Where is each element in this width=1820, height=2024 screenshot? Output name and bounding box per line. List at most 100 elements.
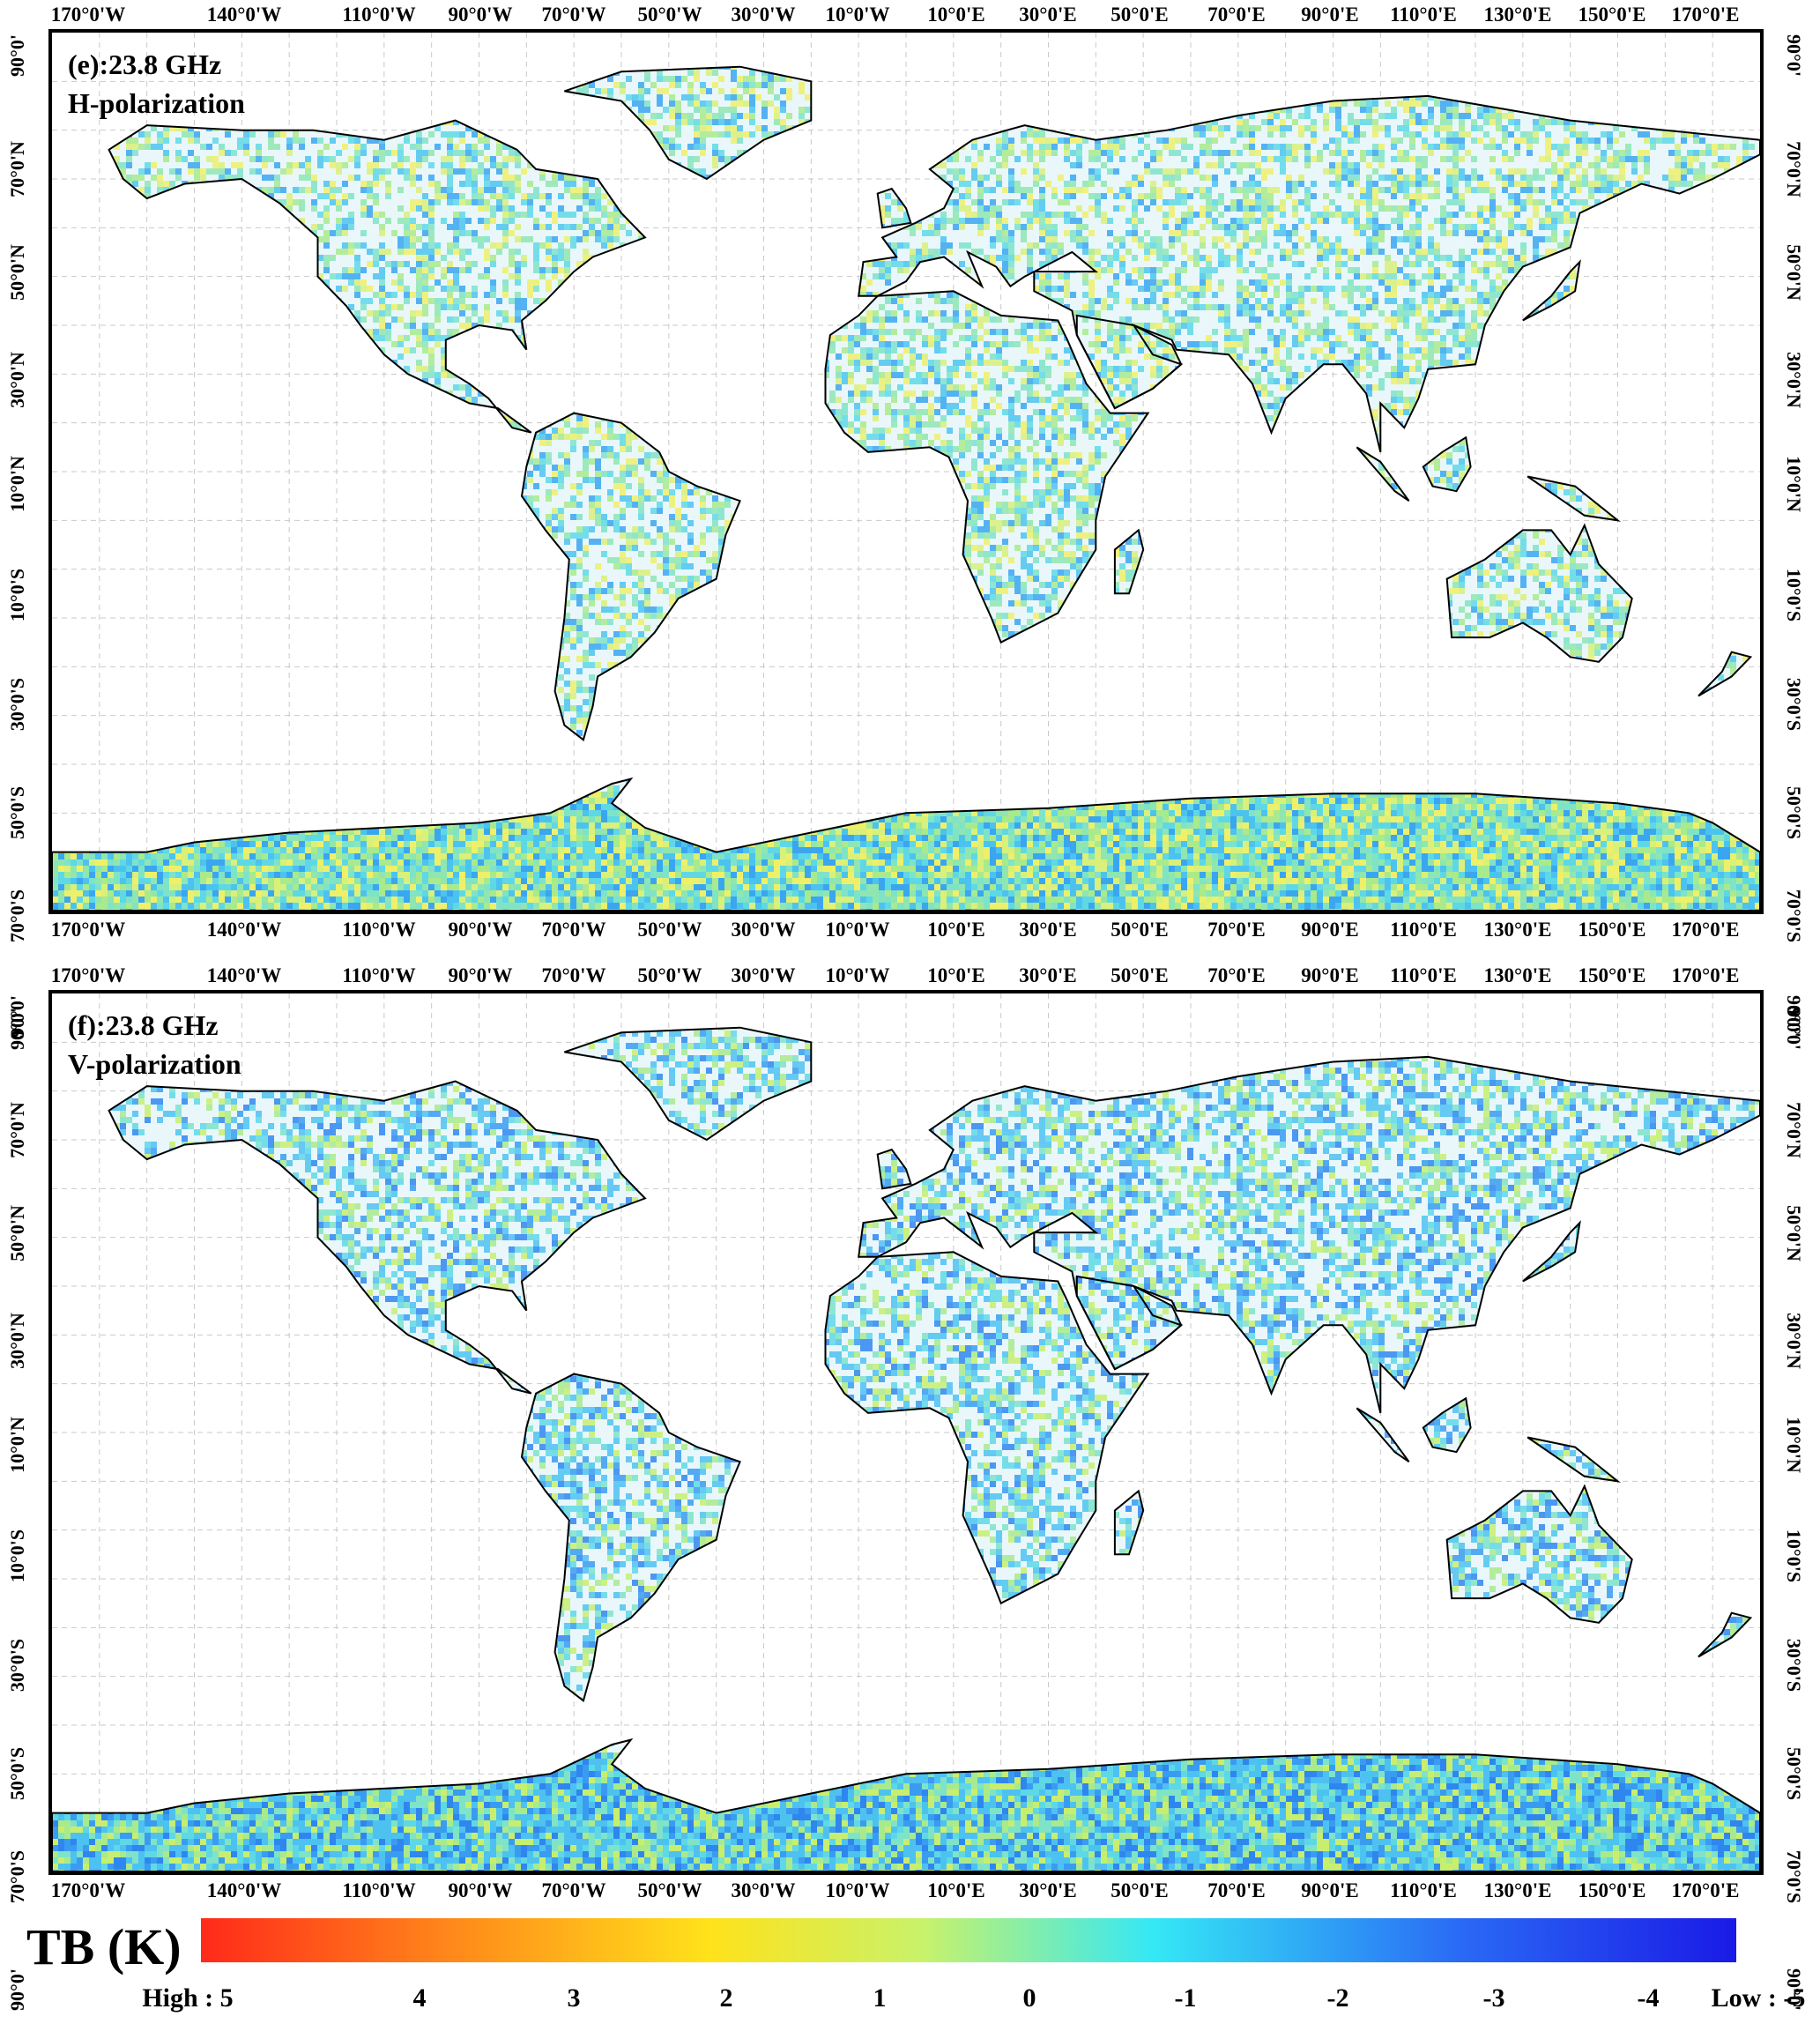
lat-tick-left: 30°0'S (6, 1639, 29, 1692)
lon-tick-bottom: 30°0'W (731, 1879, 795, 1902)
lon-tick-top: 110°0'E (1390, 964, 1457, 987)
lon-tick-bottom: 140°0'W (207, 919, 282, 941)
lon-tick-top: 30°0'W (731, 4, 795, 26)
lat-tick-right: 50°0'N (1782, 1205, 1805, 1261)
lat-tick-right: 50°0'N (1782, 244, 1805, 301)
lon-tick-top: 110°0'E (1390, 4, 1457, 26)
panel-title-line2: H-polarization (68, 84, 245, 123)
panel-title-e: (e):23.8 GHz H-polarization (68, 45, 245, 123)
lat-tick-left: 10°0'S (6, 1529, 29, 1582)
colorbar-tick: 4 (413, 1983, 427, 2013)
lat-tick-right: 70°0'N (1782, 141, 1805, 197)
panel-title-line1: (e):23.8 GHz (68, 45, 245, 84)
lon-tick-bottom: 170°0'W (51, 919, 126, 941)
lon-tick-bottom: 30°0'W (731, 919, 795, 941)
lon-tick-bottom: 110°0'W (342, 1879, 415, 1902)
lat-tick-left: 30°0'S (6, 678, 29, 731)
lon-tick-top: 70°0'E (1207, 964, 1265, 987)
lat-tick-right: 10°0'S (1782, 569, 1805, 621)
lon-tick-bottom: 170°0'E (1672, 919, 1740, 941)
lon-tick-top: 10°0'W (825, 4, 889, 26)
panel-title-line2: V-polarization (68, 1045, 241, 1083)
colorbar-tick: 1 (873, 1983, 887, 2013)
lat-tick-left: 50°0'S (6, 1747, 29, 1800)
lat-tick-right: 50°0'S (1782, 786, 1805, 839)
lon-tick-top: 30°0'W (731, 964, 795, 987)
lon-tick-top: 30°0'E (1019, 4, 1076, 26)
lon-tick-bottom: 70°0'E (1207, 919, 1265, 941)
lon-tick-top: 90°0'W (448, 4, 512, 26)
lon-tick-top: 170°0'E (1672, 4, 1740, 26)
lon-tick-top: 50°0'W (637, 4, 702, 26)
lat-tick-left: 70°0'S (6, 889, 29, 942)
lon-tick-bottom: 30°0'E (1019, 1879, 1076, 1902)
lon-tick-bottom: 50°0'E (1111, 919, 1168, 941)
legend-title: TB (K) (26, 1917, 182, 1976)
lon-tick-bottom: 170°0'W (51, 1879, 126, 1902)
lon-tick-bottom: 150°0'E (1579, 1879, 1646, 1902)
colorbar-tick: -3 (1483, 1983, 1505, 2013)
lon-tick-top: 110°0'W (342, 4, 415, 26)
lon-tick-top: 10°0'W (825, 964, 889, 987)
lat-tick-right: 70°0'S (1782, 889, 1805, 942)
lon-tick-top: 140°0'W (207, 4, 282, 26)
lat-tick-right: 30°0'N (1782, 352, 1805, 408)
lat-tick-right: 90°0' (1782, 995, 1805, 1038)
lat-tick-right: 90°0' (1782, 34, 1805, 77)
lat-tick-left: 90°0' (6, 34, 29, 77)
lon-tick-top: 90°0'E (1301, 4, 1358, 26)
lon-tick-bottom: 10°0'E (927, 919, 984, 941)
lat-tick-left: 10°0'N (6, 1417, 29, 1473)
lon-tick-bottom: 10°0'E (927, 1879, 984, 1902)
lat-tick-right: 10°0'N (1782, 456, 1805, 512)
lon-tick-bottom: 90°0'E (1301, 1879, 1358, 1902)
lon-tick-top: 170°0'W (51, 4, 126, 26)
lon-tick-bottom: 90°0'W (448, 1879, 512, 1902)
lat-tick-right: 30°0'S (1782, 1639, 1805, 1692)
lon-tick-top: 170°0'E (1672, 964, 1740, 987)
lon-tick-top: 70°0'E (1207, 4, 1265, 26)
lat-tick-right: 70°0'S (1782, 1850, 1805, 1903)
lat-tick-left: 70°0'N (6, 141, 29, 197)
colorbar-tick: High : 5 (142, 1983, 233, 2013)
lat-tick-left: 70°0'N (6, 1102, 29, 1158)
lon-tick-top: 70°0'W (541, 4, 605, 26)
lon-tick-bottom: 90°0'E (1301, 919, 1358, 941)
lat-tick-left: 30°0'N (6, 1313, 29, 1369)
lon-tick-top: 10°0'E (927, 964, 984, 987)
lat-tick-left: 50°0'N (6, 1205, 29, 1261)
lat-tick-right: 70°0'N (1782, 1102, 1805, 1158)
lat-tick-left: 90°0' (6, 995, 29, 1038)
map-e (52, 33, 1760, 911)
lat-tick-left: 10°0'N (6, 456, 29, 512)
lon-tick-bottom: 70°0'W (541, 1879, 605, 1902)
map-frame-e[interactable]: (e):23.8 GHz H-polarization (48, 29, 1764, 914)
lat-tick-right: 10°0'N (1782, 1417, 1805, 1473)
lon-tick-bottom: 70°0'W (541, 919, 605, 941)
lat-tick-left: 50°0'S (6, 786, 29, 839)
lon-tick-bottom: 150°0'E (1579, 919, 1646, 941)
map-frame-f[interactable]: (f):23.8 GHz V-polarization (48, 990, 1764, 1875)
panel-title-line1: (f):23.8 GHz (68, 1006, 241, 1045)
lon-tick-top: 90°0'E (1301, 964, 1358, 987)
lon-tick-bottom: 90°0'W (448, 919, 512, 941)
colorbar-tick: -2 (1327, 1983, 1349, 2013)
panel-title-f: (f):23.8 GHz V-polarization (68, 1006, 241, 1083)
lon-tick-bottom: 50°0'W (637, 919, 702, 941)
colorbar (201, 1918, 1736, 1962)
lon-tick-bottom: 10°0'W (825, 919, 889, 941)
lon-tick-top: 70°0'W (541, 964, 605, 987)
lat-tick-right: 30°0'S (1782, 678, 1805, 731)
map-f (52, 993, 1760, 1871)
lon-tick-top: 30°0'E (1019, 964, 1076, 987)
lon-tick-bottom: 130°0'E (1484, 919, 1552, 941)
lon-tick-top: 90°0'W (448, 964, 512, 987)
lon-tick-bottom: 30°0'E (1019, 919, 1076, 941)
lon-tick-top: 50°0'E (1111, 4, 1168, 26)
colorbar-tick: 3 (568, 1983, 581, 2013)
lat-tick-right: 10°0'S (1782, 1529, 1805, 1582)
lon-tick-top: 170°0'W (51, 964, 126, 987)
lon-tick-top: 150°0'E (1579, 4, 1646, 26)
colorbar-tick: -4 (1638, 1983, 1660, 2013)
lon-tick-bottom: 110°0'E (1390, 919, 1457, 941)
